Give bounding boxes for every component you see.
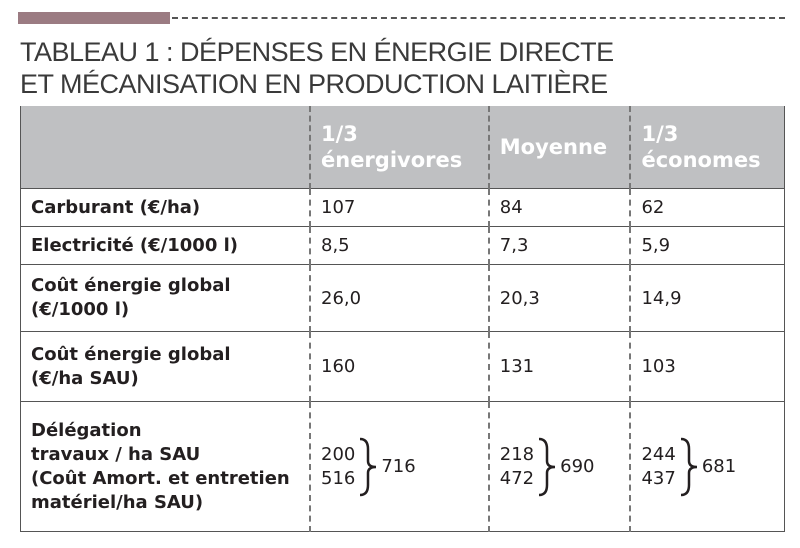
cell-value: 62 bbox=[641, 197, 665, 218]
title: TABLEAU 1 : DÉPENSES EN ÉNERGIE DIRECTE E… bbox=[20, 36, 614, 100]
label-line: (€/ha SAU) bbox=[31, 367, 139, 389]
row-label: Coût énergie global (€/ha SAU) bbox=[20, 331, 310, 402]
cell-value: 103 bbox=[641, 356, 676, 377]
label-line: (€/1000 l) bbox=[31, 299, 130, 320]
title-line: TABLEAU 1 : DÉPENSES EN ÉNERGIE DIRECTE bbox=[20, 37, 614, 67]
header-cell: 1/3 énergivores bbox=[309, 106, 489, 189]
cell-value: 5,9 bbox=[641, 235, 671, 256]
header-text: énergivores bbox=[321, 148, 463, 172]
header-text: Moyenne bbox=[499, 135, 608, 159]
row: Electricité (€/1000 l) 8,5 7,3 5,9 bbox=[20, 226, 786, 265]
accent-bar bbox=[18, 12, 170, 24]
cell-value: 14,9 bbox=[641, 287, 682, 309]
label-line: (Coût Amort. et entretien bbox=[31, 467, 290, 489]
part-value: 218 bbox=[499, 443, 535, 465]
row-label: Electricité (€/1000 l) bbox=[20, 226, 310, 265]
cell: 244 437 681 bbox=[629, 401, 786, 532]
value-group: 200 516 716 bbox=[321, 437, 478, 497]
cell-value: 131 bbox=[499, 356, 535, 377]
header-cell: 1/3 économes bbox=[629, 106, 786, 189]
row: Délégation travaux / ha SAU (Coût Amort. e… bbox=[20, 401, 786, 532]
dashed-rule bbox=[172, 17, 785, 19]
header-text: 1/3 bbox=[321, 122, 358, 146]
header-cell bbox=[20, 106, 310, 189]
label-line: Electricité (€/1000 l) bbox=[31, 234, 238, 256]
part-value: 244 bbox=[641, 443, 676, 465]
label-line: Coût énergie global bbox=[31, 343, 231, 365]
cell-value: 20,3 bbox=[499, 287, 540, 309]
parts: 244 437 bbox=[641, 443, 675, 491]
part-value: 472 bbox=[499, 467, 535, 489]
cell-value: 7,3 bbox=[499, 235, 529, 256]
value-group: 218 472 690 bbox=[500, 437, 620, 497]
row-label: Carburant (€/ha) bbox=[20, 188, 310, 227]
row: Carburant (€/ha) 107 84 62 bbox=[20, 188, 786, 227]
header-cell: Moyenne bbox=[487, 106, 631, 189]
cell: 103 bbox=[629, 331, 786, 402]
title-line: ET MÉCANISATION EN PRODUCTION LAITIÈRE bbox=[20, 69, 608, 99]
cell: 26,0 bbox=[309, 264, 489, 332]
cell-value: 8,5 bbox=[321, 235, 350, 256]
total-value: 681 bbox=[701, 456, 737, 477]
row-label: Coût énergie global (€/1000 l) bbox=[20, 264, 310, 332]
cell: 84 bbox=[487, 188, 631, 227]
parts: 218 472 bbox=[500, 443, 534, 491]
brace bbox=[680, 437, 697, 496]
cell: 62 bbox=[629, 188, 786, 227]
total-value: 690 bbox=[560, 456, 595, 477]
row-label: Délégation travaux / ha SAU (Coût Amort. e… bbox=[20, 401, 310, 532]
cell: 131 bbox=[487, 331, 631, 402]
total-value: 716 bbox=[381, 456, 416, 477]
cell: 8,5 bbox=[309, 226, 489, 265]
cell: 14,9 bbox=[629, 264, 786, 332]
header-text: économes bbox=[641, 148, 761, 172]
parts: 200 516 bbox=[321, 443, 355, 491]
label-line: travaux / ha SAU bbox=[31, 443, 201, 465]
header-text: 1/3 bbox=[641, 122, 679, 146]
part-value: 516 bbox=[321, 467, 356, 489]
label-line: Carburant (€/ha) bbox=[31, 196, 201, 218]
cell-value: 107 bbox=[321, 197, 356, 218]
cell: 160 bbox=[309, 331, 489, 402]
cell: 5,9 bbox=[629, 226, 786, 265]
label-line: matériel/ha SAU) bbox=[31, 491, 204, 513]
row: Coût énergie global (€/ha SAU) 160 131 103 bbox=[20, 331, 786, 402]
brace bbox=[360, 437, 377, 496]
cell-value: 160 bbox=[321, 356, 356, 377]
part-value: 200 bbox=[321, 443, 356, 465]
row: Coût énergie global (€/1000 l) 26,0 20,3 14,… bbox=[20, 264, 786, 332]
value-group: 244 437 681 bbox=[641, 437, 774, 497]
header-row: 1/3 énergivores Moyenne 1/3 économes bbox=[20, 106, 786, 189]
brace bbox=[539, 437, 556, 496]
cell-value: 26,0 bbox=[321, 287, 362, 309]
cell: 107 bbox=[309, 188, 489, 227]
cell: 20,3 bbox=[487, 264, 631, 332]
cell: 200 516 716 bbox=[309, 401, 489, 532]
cell-value: 84 bbox=[499, 197, 523, 218]
part-value: 437 bbox=[641, 467, 676, 489]
label-line: Délégation bbox=[31, 419, 142, 441]
cell: 7,3 bbox=[487, 226, 631, 265]
table: 1/3 énergivores Moyenne 1/3 économes Carburan… bbox=[20, 106, 786, 532]
cell: 218 472 690 bbox=[487, 401, 631, 532]
label-line: Coût énergie global bbox=[31, 275, 231, 296]
